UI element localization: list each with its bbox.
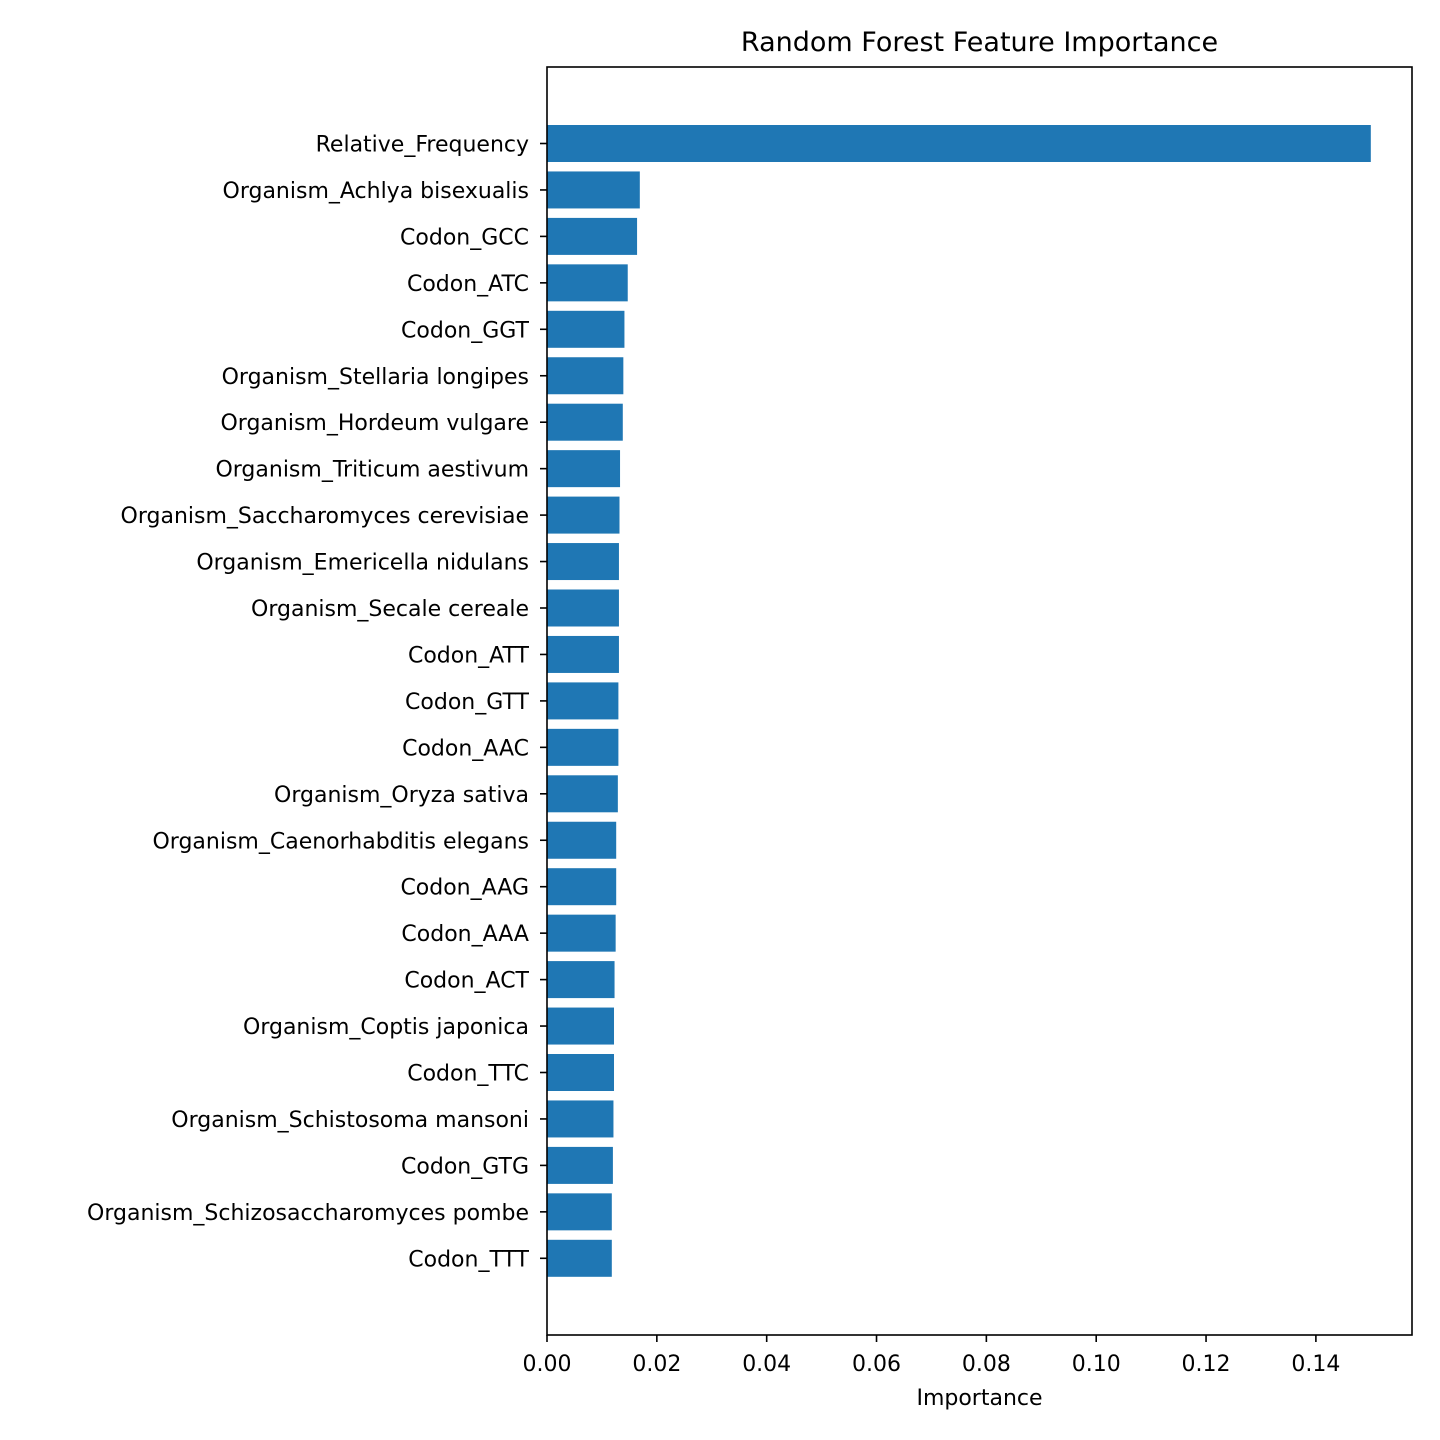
bar [547, 589, 619, 627]
y-axis-ticks: Relative_Frequency Organism_Achlya bisexu… [87, 133, 547, 1272]
bar [547, 682, 619, 720]
y-tick-label: Codon_GTT [405, 690, 530, 715]
y-tick-label: Codon_ATC [407, 272, 529, 297]
y-tick-label: Organism_Stellaria longipes [222, 365, 529, 390]
bar [547, 1100, 614, 1138]
bar [547, 496, 620, 534]
bar [547, 125, 1371, 162]
y-tick-label: Organism_Schistosoma mansoni [171, 1108, 529, 1133]
y-tick-label: Organism_Secale cereale [251, 597, 529, 622]
y-tick-label: Organism_Hordeum vulgare [220, 411, 529, 436]
bar [547, 1007, 615, 1045]
bar [547, 914, 616, 952]
bar [547, 728, 619, 766]
y-tick-label: Organism_Emericella nidulans [196, 551, 529, 576]
chart-title: Random Forest Feature Importance [741, 27, 1218, 58]
plot-frame [546, 66, 1413, 1336]
y-tick-label: Codon_GTG [401, 1154, 529, 1179]
y-tick-label: Organism_Caenorhabditis elegans [152, 829, 529, 854]
x-tick-label: 0.12 [1182, 1352, 1231, 1377]
y-tick-label: Relative_Frequency [316, 133, 529, 158]
y-tick-label: Organism_Saccharomyces cerevisiae [121, 504, 529, 529]
y-tick-label: Codon_GCC [400, 225, 529, 250]
bar [547, 543, 619, 581]
y-tick-label: Codon_GGT [401, 318, 530, 343]
y-tick-label: Codon_AAC [402, 736, 529, 761]
bar [547, 1193, 612, 1231]
bar [547, 264, 628, 302]
bar [547, 450, 621, 488]
x-tick-label: 0.06 [852, 1352, 901, 1377]
y-tick-label: Codon_AAA [401, 922, 529, 947]
bar [547, 868, 617, 906]
bar [547, 1054, 615, 1091]
y-tick-label: Codon_TTC [407, 1062, 529, 1087]
x-tick-label: 0.08 [962, 1352, 1011, 1377]
bar [547, 635, 619, 673]
x-tick-label: 0.02 [632, 1352, 681, 1377]
y-tick-label: Codon_ATT [408, 643, 530, 668]
y-tick-label: Codon_TTT [408, 1247, 529, 1272]
bars-group [547, 125, 1371, 1277]
x-tick-label: 0.10 [1072, 1352, 1121, 1377]
bar [547, 775, 618, 813]
x-tick-label: 0.04 [742, 1352, 791, 1377]
x-tick-label: 0.00 [523, 1352, 572, 1377]
y-tick-label: Organism_Schizosaccharomyces pombe [87, 1201, 529, 1226]
bar [547, 961, 615, 999]
bar [547, 357, 624, 395]
x-tick-label: 0.14 [1291, 1352, 1340, 1377]
y-tick-label: Organism_Oryza sativa [274, 783, 529, 808]
bar [547, 403, 623, 441]
bar [547, 1146, 613, 1184]
y-tick-label: Organism_Achlya bisexualis [223, 179, 530, 204]
bar [547, 217, 638, 255]
x-axis-ticks: 0.00 0.02 0.04 0.06 0.08 0.10 0.12 0.14 [523, 1335, 1340, 1377]
y-tick-label: Codon_AAG [400, 876, 529, 901]
x-axis-label: Importance [916, 1386, 1042, 1411]
y-tick-label: Organism_Triticum aestivum [215, 458, 529, 483]
bar [547, 1239, 612, 1277]
bar [547, 310, 625, 348]
bar [547, 171, 640, 209]
y-tick-label: Codon_ACT [404, 969, 529, 994]
y-tick-label: Organism_Coptis japonica [243, 1015, 529, 1040]
bar [547, 821, 617, 859]
